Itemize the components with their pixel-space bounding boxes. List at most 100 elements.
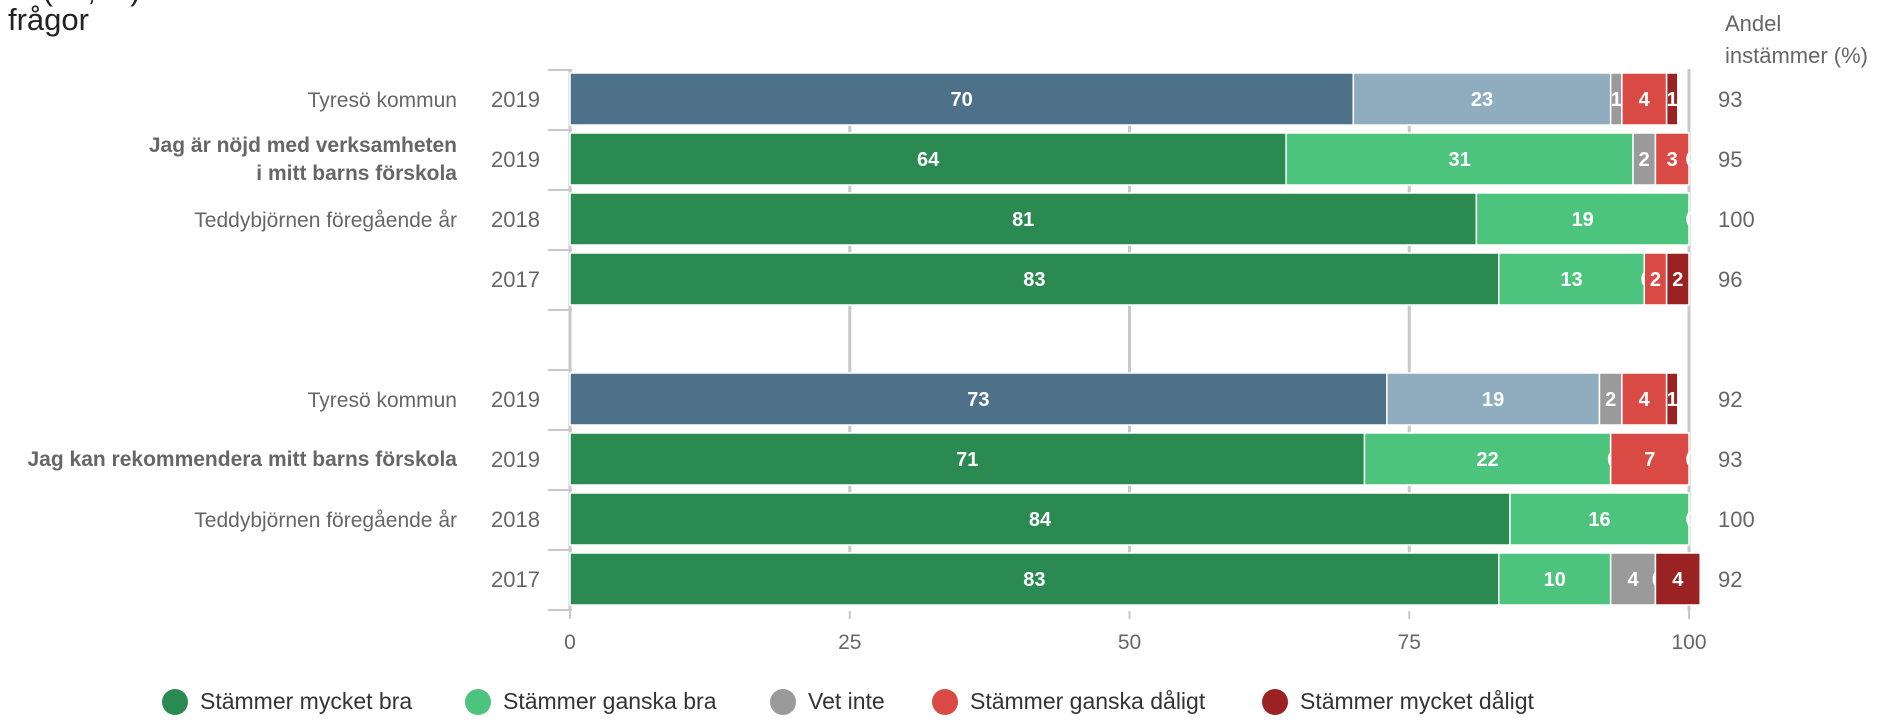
andel-value: 96 <box>1718 267 1742 292</box>
legend-item[interactable]: Stämmer mycket bra <box>162 688 412 715</box>
bar-value-label: 4 <box>1627 569 1639 591</box>
andel-value: 100 <box>1718 207 1755 232</box>
bar-value-label: 2 <box>1650 269 1661 291</box>
question-label: Jag är nöjd med verksamheten <box>149 134 457 157</box>
bar-value-label: 81 <box>1012 209 1034 231</box>
legend-item[interactable]: Stämmer ganska bra <box>465 688 716 715</box>
bar-value-label: 19 <box>1572 209 1594 231</box>
andel-value: 100 <box>1718 507 1755 532</box>
bar-value-label: 84 <box>1029 509 1052 531</box>
year-label: 2019 <box>491 147 540 172</box>
bar-value-label: 70 <box>951 89 973 111</box>
bar-value-label: 7 <box>1644 449 1655 471</box>
legend-label: Stämmer mycket bra <box>200 688 413 714</box>
bar-value-label: 2 <box>1605 389 1616 411</box>
bar-value-label: 22 <box>1476 449 1498 471</box>
bar-segment <box>569 252 1500 306</box>
bar-value-label: 4 <box>1672 569 1684 591</box>
legend-label: Stämmer ganska bra <box>503 688 717 714</box>
year-label: 2017 <box>491 567 540 592</box>
bar-value-label: 73 <box>967 389 989 411</box>
legend-dot-icon <box>932 688 958 715</box>
bar-value-label: 1 <box>1667 89 1678 111</box>
andel-value: 95 <box>1718 147 1742 172</box>
legend-item[interactable]: Vet inte <box>770 688 885 715</box>
andel-header-line2: instämmer (%) <box>1725 43 1869 68</box>
year-label: 2017 <box>491 267 540 292</box>
bar-segment <box>569 132 1287 186</box>
bar-segment <box>1509 492 1690 546</box>
andel-header-line1: Andel <box>1725 11 1782 36</box>
row-label: Tyresö kommun <box>308 89 457 112</box>
bar-value-label: 2 <box>1672 269 1683 291</box>
x-tick-label: 25 <box>838 631 861 654</box>
bar-segment <box>569 72 1355 126</box>
legend-dot-icon <box>465 688 491 715</box>
bar-segment <box>1386 372 1601 426</box>
bar-segment <box>1654 552 1701 606</box>
bar-value-label: 64 <box>917 149 940 171</box>
bar-value-label: 0 <box>1685 449 1696 471</box>
bar-value-label: 83 <box>1023 269 1045 291</box>
bar-segment <box>569 492 1511 546</box>
row-label: Teddybjörnen föregående år <box>194 209 457 232</box>
bar-segment <box>569 432 1366 486</box>
legend-dot-icon <box>162 688 188 715</box>
bar-segment <box>1665 72 1679 126</box>
row-label: Tyresö kommun <box>308 389 457 412</box>
andel-value: 93 <box>1718 87 1742 112</box>
bar-segment <box>1665 252 1690 306</box>
bar-value-label: 23 <box>1471 89 1493 111</box>
bar-segment <box>1498 552 1612 606</box>
year-label: 2018 <box>491 507 540 532</box>
bar-value-label: 0 <box>1685 149 1696 171</box>
andel-value: 93 <box>1718 447 1742 472</box>
bar-segment <box>1475 192 1690 246</box>
bar-value-label: 13 <box>1560 269 1582 291</box>
year-label: 2019 <box>491 387 540 412</box>
chart-title-lower: frågor <box>8 2 89 37</box>
chart-legend: Stämmer mycket bra Stämmer ganska bra Vet … <box>0 688 1881 722</box>
bar-segment <box>1363 432 1612 486</box>
bar-value-label: 31 <box>1448 149 1470 171</box>
legend-dot-icon <box>770 688 796 715</box>
bar-value-label: 4 <box>1639 389 1651 411</box>
row-label: Teddybjörnen föregående år <box>194 509 457 532</box>
year-label: 2018 <box>491 207 540 232</box>
bar-value-label: 16 <box>1588 509 1610 531</box>
question-label: i mitt barns förskola <box>256 162 457 185</box>
bar-value-label: 71 <box>956 449 978 471</box>
bar-segment <box>1285 132 1634 186</box>
legend-label: Stämmer mycket dåligt <box>1300 688 1534 714</box>
legend-item[interactable]: Stämmer mycket dåligt <box>1262 688 1534 715</box>
bar-segment <box>1621 72 1668 126</box>
legend-item[interactable]: Stämmer ganska dåligt <box>932 688 1205 715</box>
bar-value-label: 2 <box>1639 149 1650 171</box>
legend-dot-icon <box>1262 688 1288 715</box>
x-tick-label: 100 <box>1671 631 1706 654</box>
bar-value-label: 83 <box>1023 569 1045 591</box>
bar-value-label: 0 <box>1685 209 1696 231</box>
andel-value: 92 <box>1718 387 1742 412</box>
year-label: 2019 <box>491 87 540 112</box>
bar-value-label: 0 <box>1685 509 1696 531</box>
bar-value-label: 3 <box>1667 149 1678 171</box>
legend-label: Stämmer ganska dåligt <box>970 688 1206 714</box>
chart-title-upper: ... (... , ...) <box>8 0 141 8</box>
question-label: Jag kan rekommendera mitt barns förskola <box>28 448 458 471</box>
bar-value-label: 1 <box>1667 389 1678 411</box>
andel-instammer-header: Andel instämmer (%) <box>1725 8 1868 72</box>
bar-segment <box>569 372 1388 426</box>
bar-segment <box>1609 552 1657 606</box>
bar-value-label: 1 <box>1611 89 1622 111</box>
bar-value-label: 10 <box>1544 569 1566 591</box>
x-tick-label: 0 <box>564 631 576 654</box>
andel-value: 92 <box>1718 567 1742 592</box>
year-label: 2019 <box>491 447 540 472</box>
bar-segment <box>1498 252 1645 306</box>
bar-value-label: 4 <box>1639 89 1651 111</box>
bar-segment <box>1609 432 1690 486</box>
x-tick-label: 50 <box>1118 631 1141 654</box>
bar-value-label: 19 <box>1482 389 1504 411</box>
